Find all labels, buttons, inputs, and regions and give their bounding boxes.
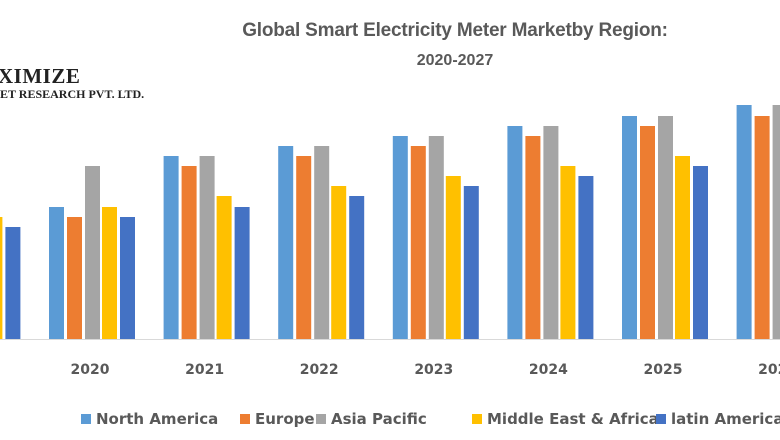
bar-latin-america-2020 [120,217,135,339]
x-tick-label: 2025 [644,362,683,378]
logo-line2: MARKET RESEARCH PVT. LTD. [0,87,145,101]
bar-north-america-2021 [163,156,179,339]
chart-title: Global Smart Electricity Meter Marketby … [242,20,668,41]
bar-north-america-2020 [49,207,64,339]
chart-subtitle: 2020-2027 [416,52,494,69]
bar-europe-2026 [754,116,770,339]
legend-swatch [316,414,326,424]
bar-north-america-2022 [278,146,294,339]
bar-asia-pacific-2021 [199,156,215,339]
legend-item: Middle East & Africa [472,410,659,428]
maximize-logo: MAXIMIZE MARKET RESEARCH PVT. LTD. [0,64,145,101]
x-tick-label: 2023 [414,362,453,378]
legend-item: Europe [240,410,315,428]
bar-asia-pacific-2024 [543,126,559,339]
legend-label: Asia Pacific [331,410,427,428]
bar-middle-east-africa-2023 [445,176,461,339]
legend-swatch [240,414,250,424]
logo-line1: MAXIMIZE [0,64,81,88]
bar-latin-america-2024 [578,176,594,339]
legend-swatch [472,414,482,424]
bar-middle-east-africa-2022 [331,186,347,339]
legend-item: Asia Pacific [316,410,427,428]
bar-asia-pacific-2026 [772,105,780,339]
bar-north-america-2025 [622,116,637,339]
bar-asia-pacific-2020 [85,166,100,339]
bar-latin-america-2022 [349,196,365,339]
x-tick-label: 2020 [71,362,110,378]
legend-label: North America [96,410,219,428]
legend: North America Europe Asia Pacific Middle Ea… [0,410,780,430]
bar-north-america-2023 [392,136,408,339]
x-tick-label: 2021 [185,362,224,378]
bar-middle-east-africa-2021 [216,196,232,339]
bar-europe-2025 [640,126,655,339]
bar-north-america-2024 [507,126,523,339]
bar-asia-pacific-2023 [428,136,444,339]
legend-label: Europe [255,410,315,428]
bar-europe-2022 [296,156,312,339]
bar-latin-america-2025 [693,166,708,339]
bar-middle-east-africa-2020 [102,207,117,339]
x-tick-label: 2026 [758,362,780,378]
legend-label: latin America [671,410,780,428]
bar-europe-2020 [67,217,82,339]
bar-asia-pacific-2022 [314,146,330,339]
bar-latin-america-2023 [463,186,479,339]
legend-item: North America [81,410,218,428]
bar-latin-america-2019 [5,227,21,339]
legend-label: Middle East & Africa [487,410,659,428]
bar-asia-pacific-2025 [658,116,673,339]
x-tick-label: 2024 [529,362,568,378]
bar-latin-america-2021 [234,207,250,339]
bar-europe-2023 [410,146,426,339]
bar-middle-east-africa-2019 [0,217,3,339]
legend-item: latin America [656,410,780,428]
bar-north-america-2026 [736,105,752,339]
legend-swatch [656,414,666,424]
bar-middle-east-africa-2024 [560,166,576,339]
bar-middle-east-africa-2025 [675,156,690,339]
bar-europe-2021 [181,166,197,339]
x-tick-label: 2022 [300,362,339,378]
bar-europe-2024 [525,136,541,339]
legend-swatch [81,414,91,424]
